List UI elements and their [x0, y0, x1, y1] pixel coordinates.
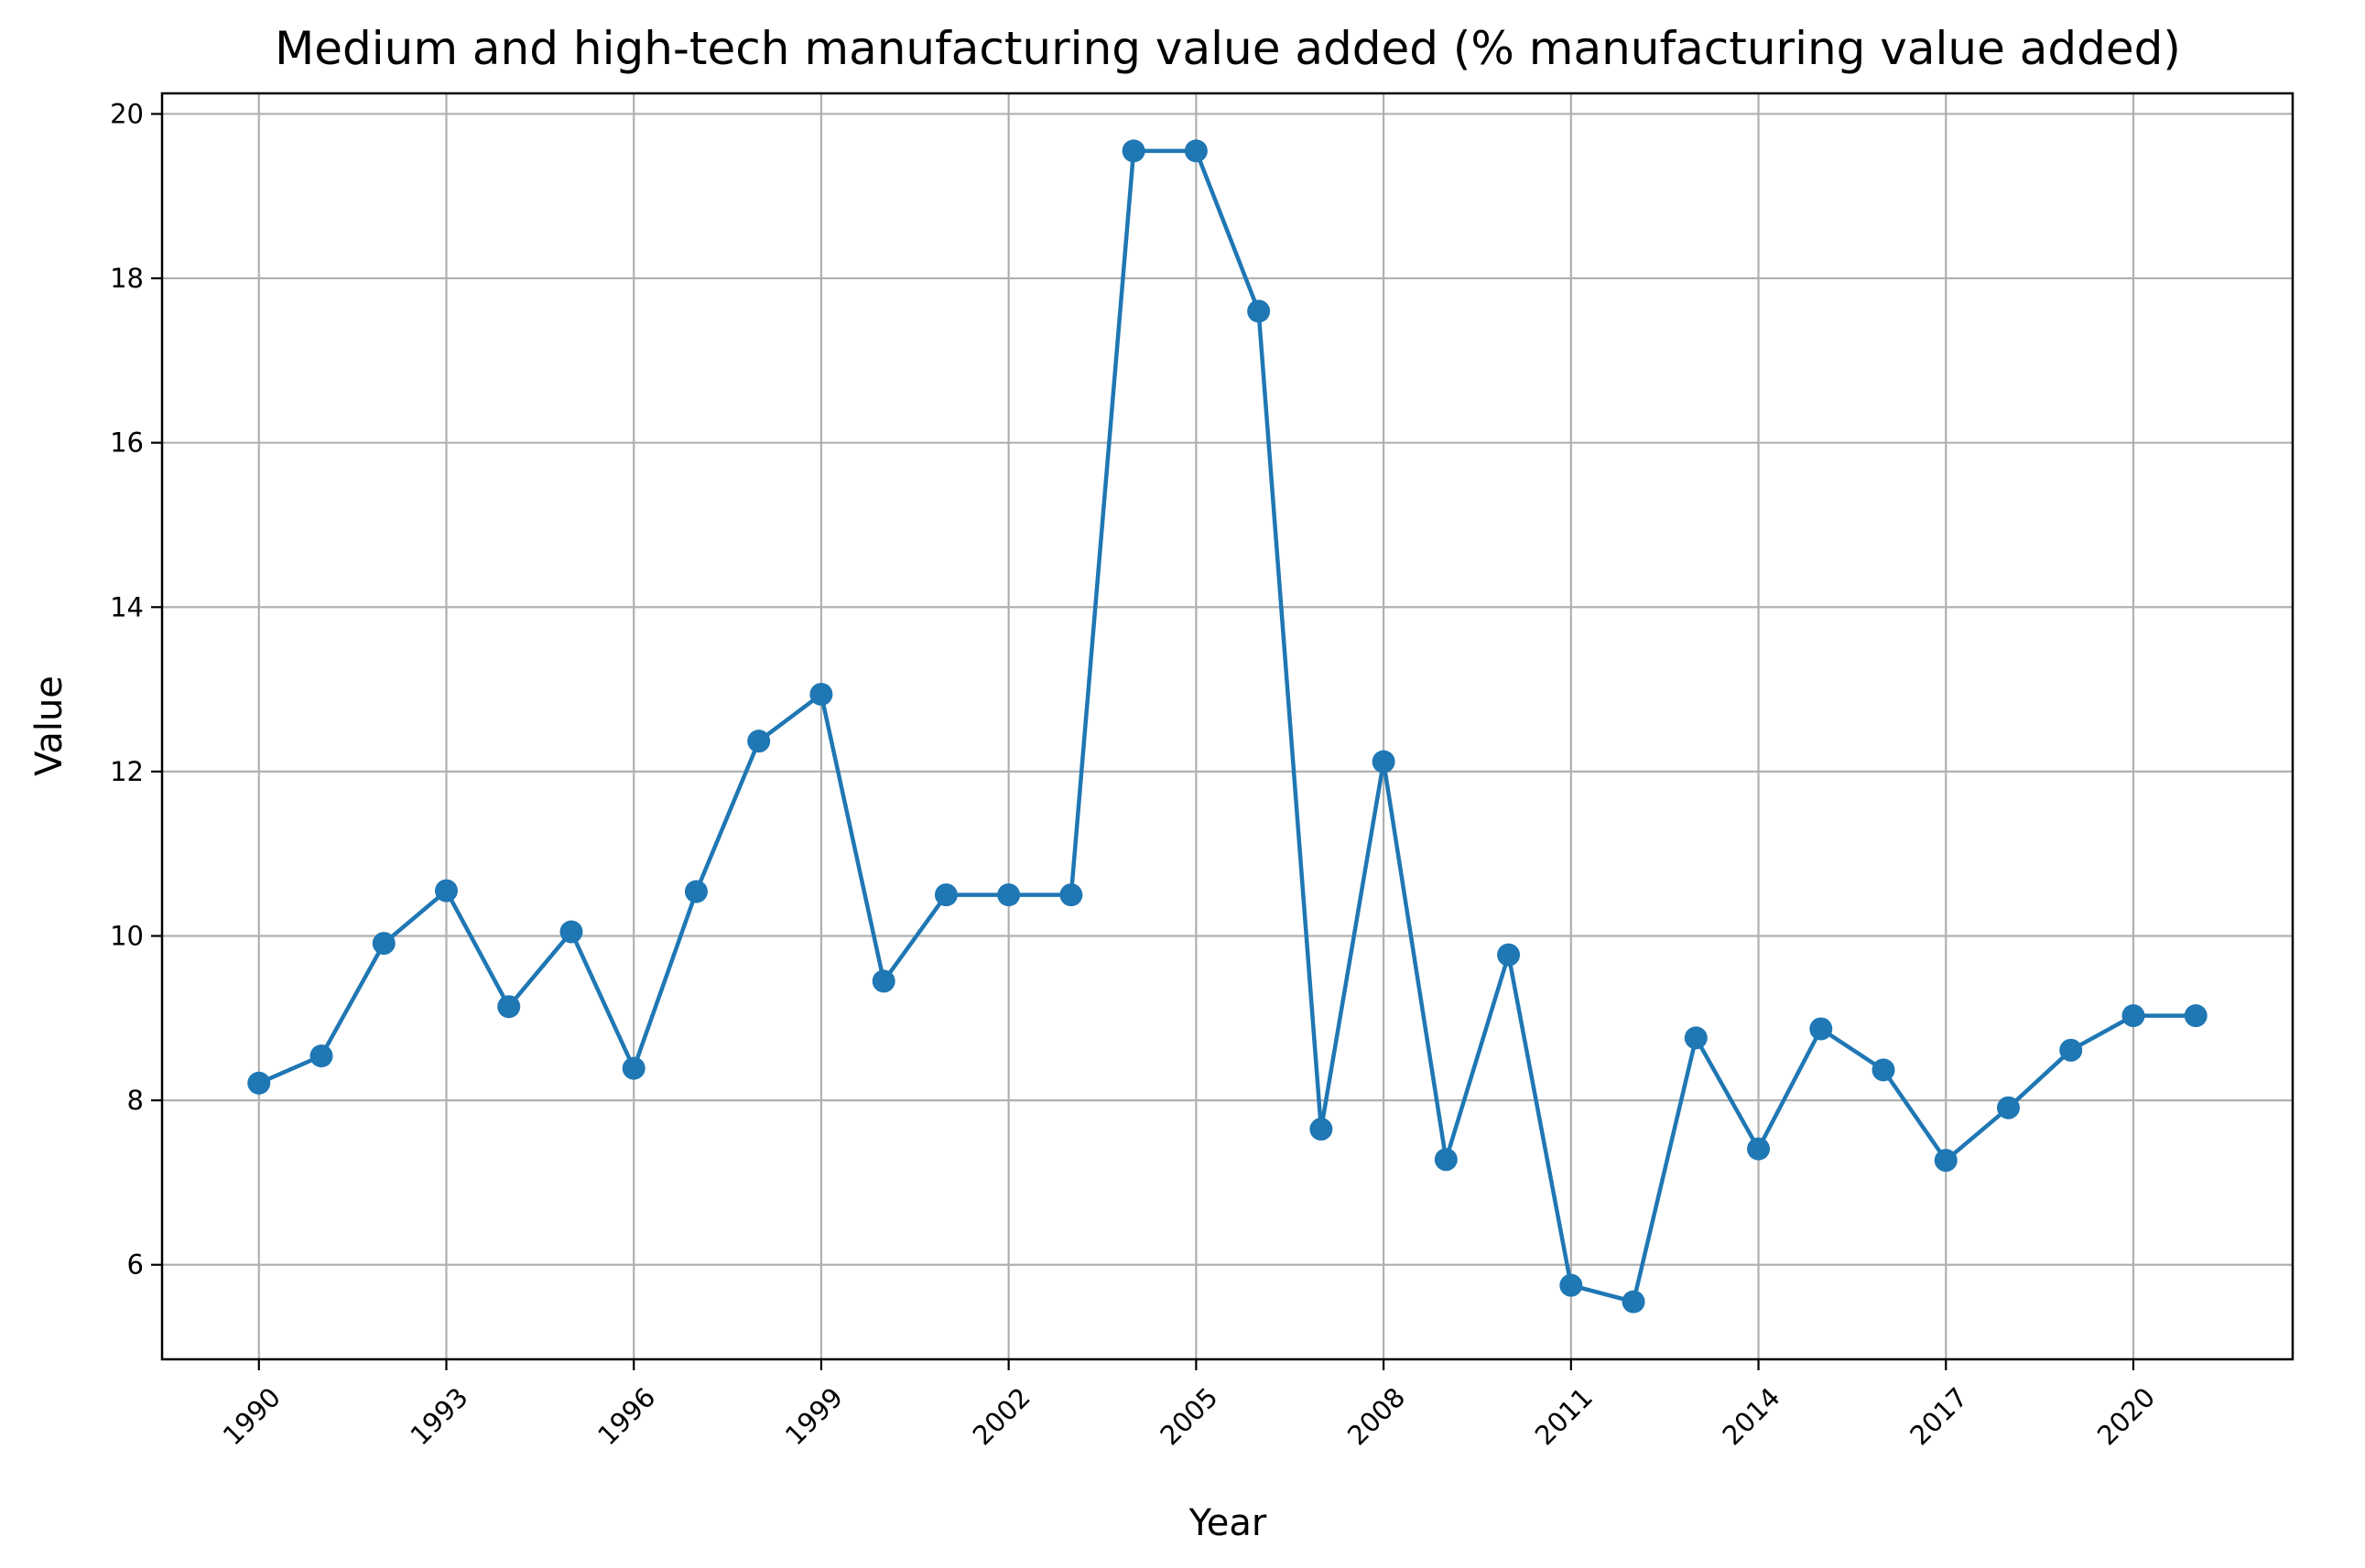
chart-title: Medium and high-tech manufacturing value… — [275, 22, 2181, 75]
series-layer — [247, 139, 2208, 1314]
data-point — [1871, 1058, 1895, 1082]
y-tick-label: 14 — [110, 591, 144, 622]
y-axis-label: Value — [28, 676, 71, 776]
plot-area-frame — [160, 92, 2294, 1361]
y-tick-label: 20 — [110, 98, 144, 129]
grid-lines — [162, 93, 2293, 1359]
data-point — [997, 883, 1021, 907]
y-tick-label: 16 — [110, 427, 144, 459]
data-point — [1684, 1026, 1708, 1050]
data-point — [1809, 1017, 1833, 1041]
data-point — [2184, 1004, 2208, 1028]
x-tick-label: 2008 — [1341, 1381, 1411, 1451]
data-point — [1997, 1096, 2021, 1119]
y-tick-label: 18 — [110, 263, 144, 294]
x-axis: 1990 1993 1996 1999 2002 2005 2008 2011 2014 2017… — [217, 1359, 2161, 1451]
y-tick-label: 10 — [110, 921, 144, 952]
data-point — [1622, 1290, 1645, 1314]
x-tick-label: 1990 — [217, 1381, 287, 1451]
x-tick-label: 1996 — [591, 1381, 661, 1451]
y-tick-label: 12 — [110, 756, 144, 787]
data-point — [309, 1044, 333, 1068]
x-axis-label: Year — [1188, 1502, 1267, 1544]
data-point — [497, 995, 521, 1019]
y-tick-label: 6 — [127, 1249, 144, 1281]
data-point — [809, 682, 833, 706]
data-point — [1309, 1118, 1333, 1141]
data-point — [559, 920, 583, 944]
data-point — [434, 879, 458, 903]
data-point — [934, 883, 958, 907]
data-point — [747, 730, 771, 753]
x-tick-label: 2005 — [1154, 1381, 1223, 1451]
data-point — [1184, 139, 1208, 163]
x-tick-label: 2017 — [1904, 1381, 1973, 1451]
data-point — [1122, 139, 1145, 163]
data-point — [1497, 943, 1521, 967]
data-point — [684, 880, 708, 903]
data-point — [1434, 1148, 1458, 1172]
data-point — [872, 969, 895, 993]
data-point — [247, 1071, 271, 1095]
data-point — [2059, 1038, 2083, 1062]
x-tick-label: 2020 — [2091, 1381, 2161, 1451]
x-tick-label: 2002 — [967, 1381, 1036, 1451]
data-point — [2121, 1004, 2145, 1028]
data-point — [1059, 883, 1083, 907]
data-point — [372, 932, 396, 956]
data-point — [1747, 1137, 1771, 1161]
x-tick-label: 2014 — [1717, 1381, 1786, 1451]
x-tick-label: 1993 — [404, 1381, 473, 1451]
data-point — [1559, 1273, 1583, 1297]
data-point — [622, 1056, 645, 1080]
y-axis: 6 8 10 12 14 16 18 20 — [110, 98, 162, 1281]
data-point — [1247, 299, 1271, 323]
x-tick-label: 1999 — [779, 1381, 849, 1451]
x-tick-label: 2011 — [1529, 1381, 1599, 1451]
data-point — [1934, 1149, 1958, 1173]
data-point — [1372, 750, 1395, 773]
y-tick-label: 8 — [127, 1085, 144, 1116]
series-line — [257, 148, 2197, 1304]
